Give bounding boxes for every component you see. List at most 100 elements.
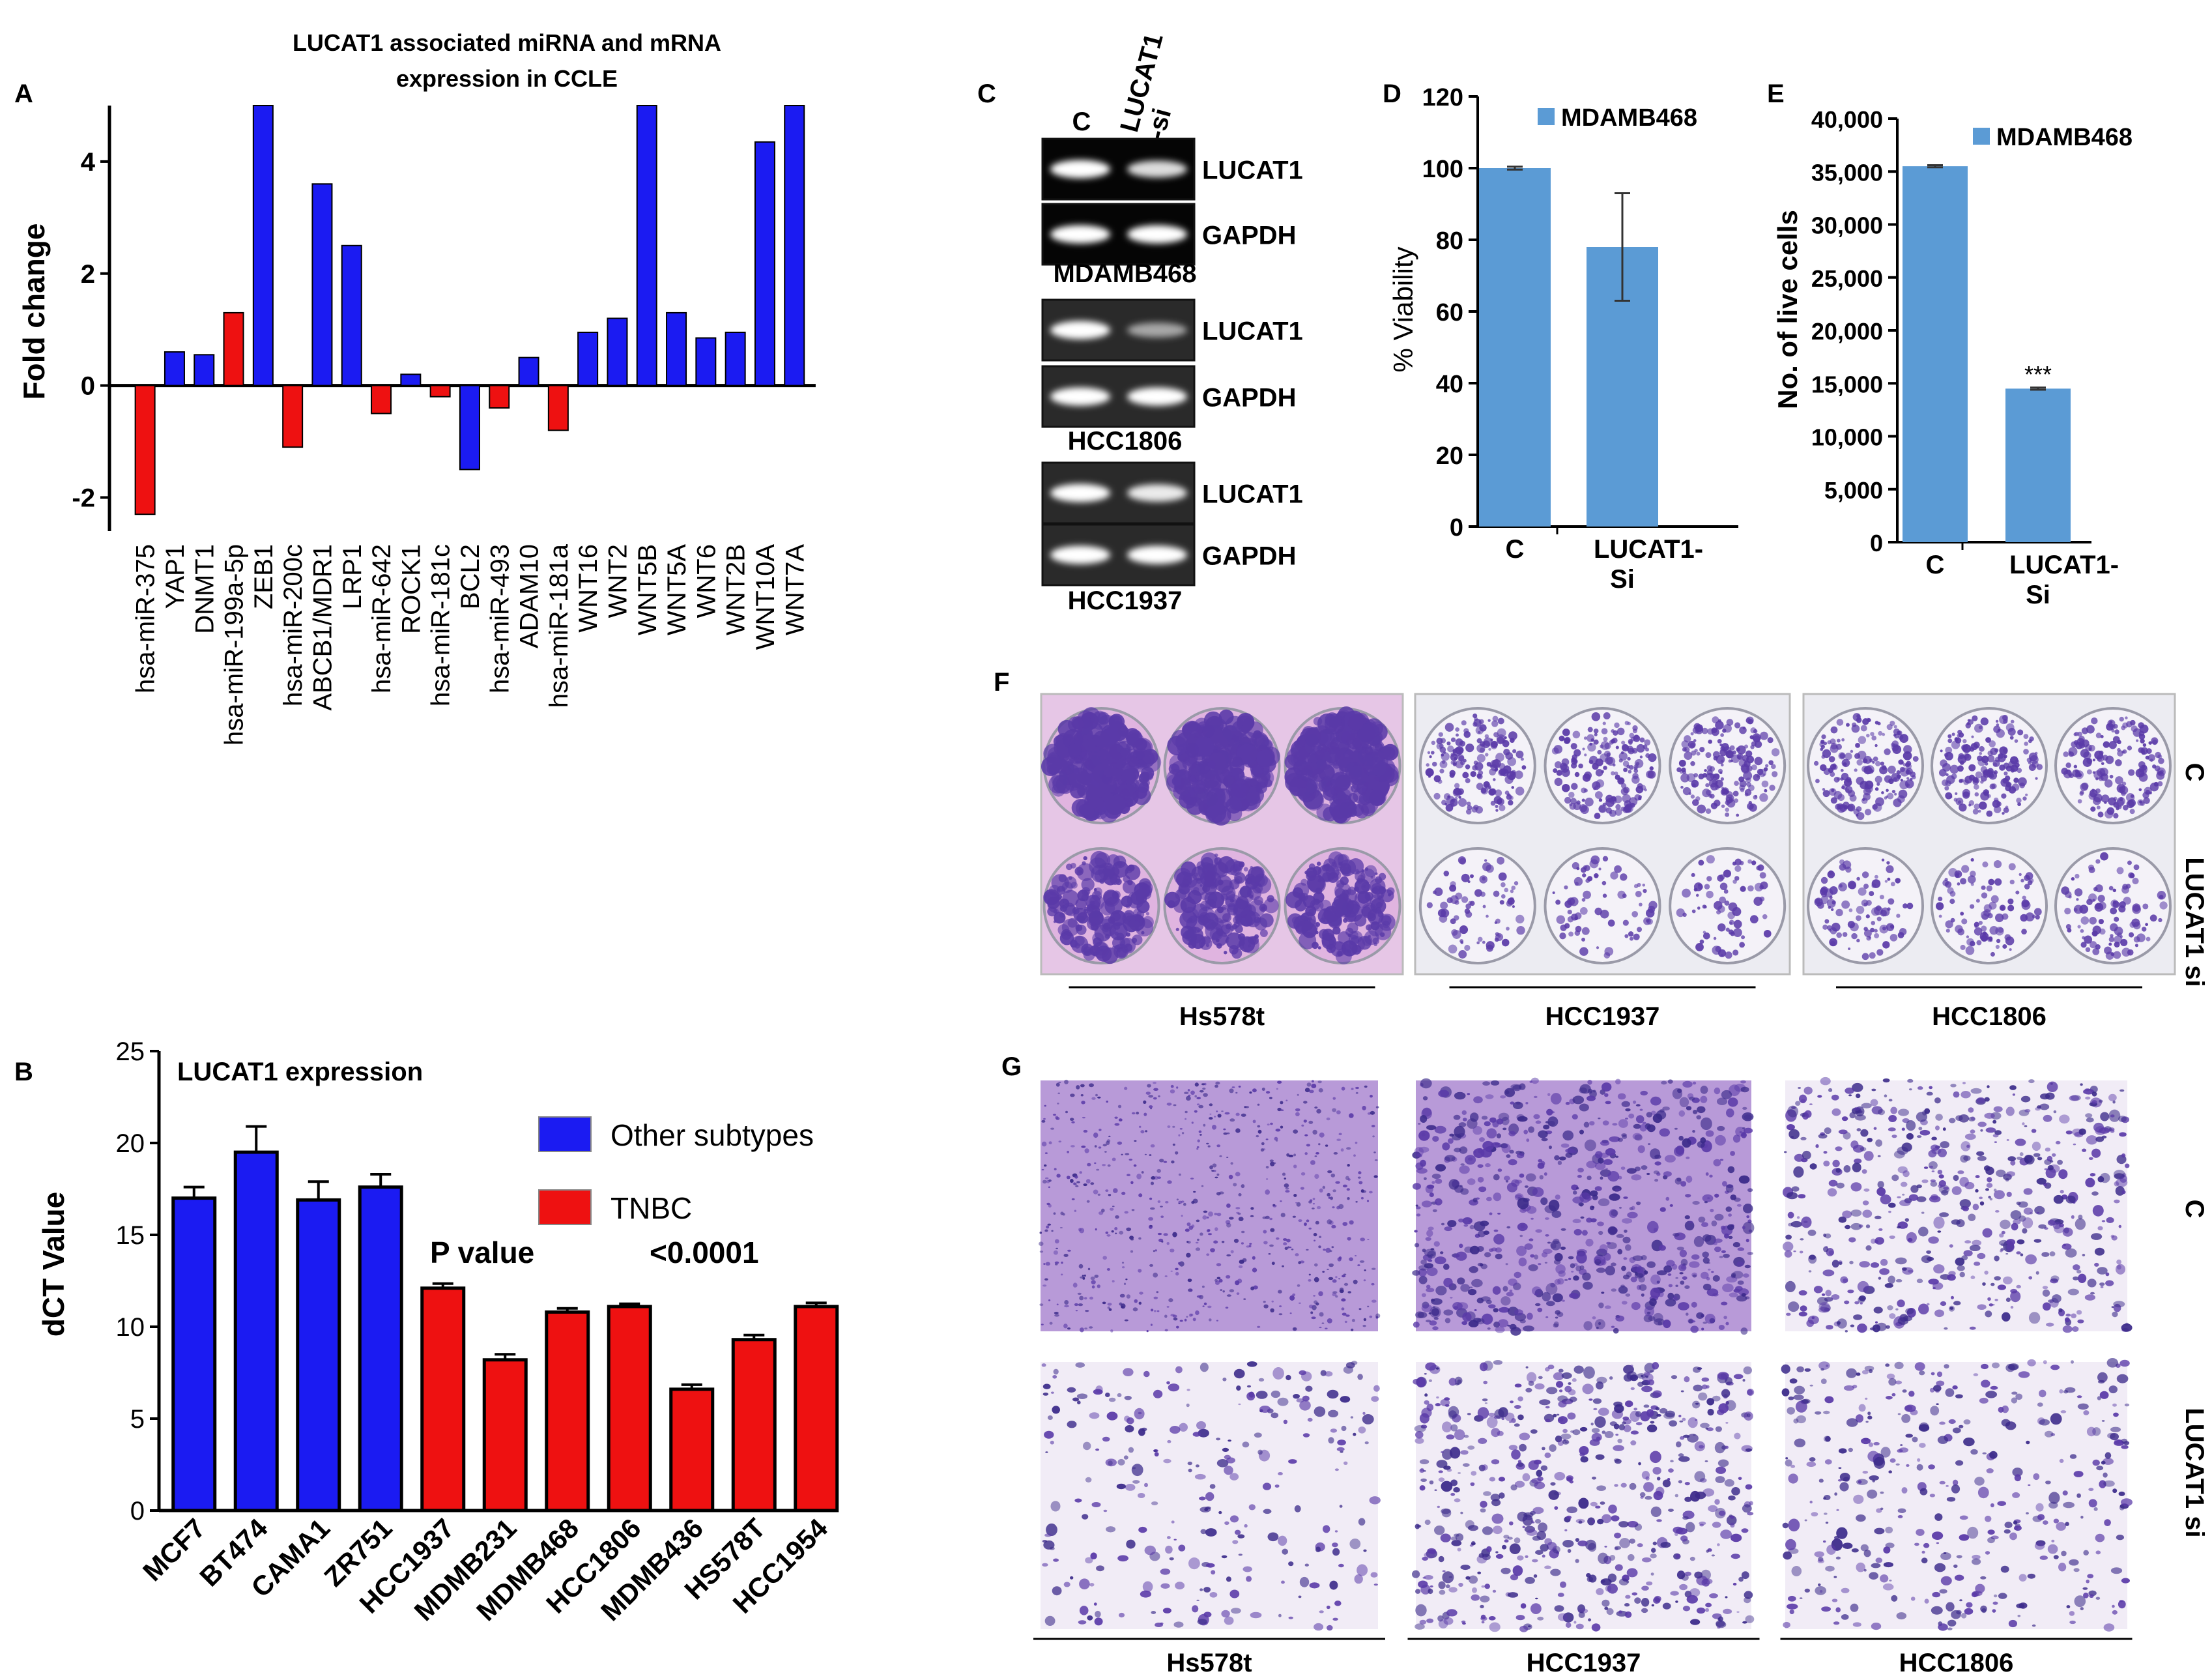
chart-a-x-tick-labels: hsa-miR-375 YAP1 DNMT1 hsa-miR-199a-5p ZEB1 h…: [132, 543, 810, 745]
stained-cell: [1605, 1168, 1608, 1170]
stained-cell: [1160, 1622, 1164, 1625]
stained-cell: [1447, 1220, 1457, 1228]
stained-cell: [1222, 1378, 1227, 1381]
stained-cell: [1063, 1254, 1069, 1257]
stained-cell: [1538, 1376, 1543, 1380]
stained-cell: [1303, 1101, 1308, 1104]
gel-band-label: LUCAT1: [1202, 480, 1303, 509]
colony-dot: [1554, 761, 1562, 769]
stained-cell: [1646, 1311, 1651, 1314]
stained-cell: [1190, 1178, 1194, 1179]
stained-cell: [1171, 1160, 1175, 1164]
stained-cell: [1538, 1263, 1542, 1266]
chart-b-bars: [171, 1125, 839, 1512]
stained-cell: [1214, 1084, 1218, 1088]
colony-dot: [1638, 796, 1642, 801]
stained-cell: [1258, 1378, 1265, 1382]
stained-cell: [1271, 1262, 1275, 1266]
stained-cell: [1096, 1565, 1104, 1572]
chart-b-bar: [482, 1358, 528, 1512]
colony-dot: [1637, 927, 1643, 933]
stained-cell: [1586, 1161, 1597, 1168]
colony-dot: [1893, 798, 1902, 807]
stained-cell: [1533, 1095, 1538, 1098]
stained-cell: [1161, 1241, 1164, 1243]
colony-dot: [1827, 740, 1831, 745]
colony-dot: [2007, 898, 2014, 904]
stained-cell: [1652, 1113, 1663, 1123]
stained-cell: [1265, 1189, 1270, 1195]
colony-dot: [1719, 743, 1723, 747]
stained-cell: [1653, 1170, 1659, 1174]
stained-cell: [1054, 1239, 1059, 1244]
stained-cell: [1605, 1266, 1615, 1276]
stained-cell: [1284, 1178, 1287, 1180]
colony-dot: [1486, 944, 1493, 952]
stained-cell: [1714, 1087, 1721, 1095]
stained-cell: [1231, 1608, 1241, 1614]
stained-cell: [1196, 1103, 1200, 1106]
colony-dot: [2015, 762, 2020, 768]
colony-dot: [1461, 720, 1467, 726]
stained-cell: [1200, 1529, 1207, 1535]
stained-cell: [1429, 1192, 1434, 1198]
stained-cell: [1600, 1140, 1610, 1146]
stained-cell: [1228, 1174, 1233, 1179]
stained-cell: [1505, 1090, 1510, 1095]
colony-dot: [1643, 889, 1647, 893]
colony-dot: [1224, 951, 1228, 955]
stained-cell: [1630, 1365, 1633, 1367]
colony-dot: [1569, 803, 1573, 807]
stained-cell: [1042, 1284, 1047, 1287]
stained-cell: [1246, 1576, 1252, 1582]
chart-e-axes: 05,00010,00015,00020,00025,00030,00035,0…: [1811, 106, 2091, 557]
stained-cell: [1332, 1617, 1338, 1621]
stained-cell: [1074, 1498, 1082, 1503]
colony-dot: [1067, 743, 1082, 758]
stained-cell: [1276, 1237, 1280, 1240]
colony-dot: [1955, 792, 1958, 796]
stained-cell: [1285, 1190, 1290, 1193]
colony-dot: [1753, 774, 1760, 781]
stained-cell: [1144, 1153, 1147, 1155]
stained-cell: [1323, 1249, 1326, 1251]
stained-cell: [1631, 1174, 1642, 1181]
stained-cell: [1340, 1396, 1351, 1403]
chart-a-bar: [607, 317, 628, 386]
stained-cell: [1545, 1234, 1549, 1237]
stained-cell: [1263, 1304, 1269, 1309]
colony-dot: [1938, 914, 1942, 918]
colony-dot: [1582, 873, 1587, 878]
colony-dot: [1478, 770, 1484, 775]
stained-cell: [1684, 1215, 1690, 1220]
stained-cell: [1367, 1305, 1370, 1308]
stained-cell: [1486, 1128, 1497, 1138]
colony-dot: [1450, 753, 1458, 761]
colony-dot: [1871, 735, 1877, 741]
colony-dot: [1935, 902, 1944, 910]
colony-dot: [1728, 902, 1738, 912]
chart-e-y-tick-label: 30,000: [1811, 212, 1883, 239]
stained-cell: [1195, 1464, 1199, 1468]
stained-cell: [1083, 1183, 1087, 1187]
colony-dot: [2139, 800, 2142, 803]
stained-cell: [1424, 1177, 1427, 1181]
stained-cell: [1554, 1605, 1564, 1612]
stained-cell: [1145, 1130, 1147, 1133]
stained-cell: [1074, 1175, 1078, 1179]
stained-cell: [1465, 1520, 1474, 1529]
stained-cell: [1312, 1129, 1317, 1135]
colony-dot: [2023, 749, 2029, 755]
colony-dot: [1334, 941, 1343, 951]
stained-cell: [1317, 1080, 1322, 1084]
stained-cell: [1243, 1298, 1246, 1300]
chart-b-legend: Other subtypes TNBC: [538, 1116, 814, 1225]
stained-cell: [1252, 1267, 1257, 1273]
stained-cell: [1151, 1611, 1156, 1614]
stained-cell: [1043, 1263, 1046, 1266]
stained-cell: [1638, 1462, 1641, 1466]
colony-dot: [1737, 755, 1742, 760]
colony-dot: [1705, 752, 1712, 759]
stained-cell: [1349, 1113, 1354, 1118]
stained-cell: [1363, 1279, 1366, 1282]
